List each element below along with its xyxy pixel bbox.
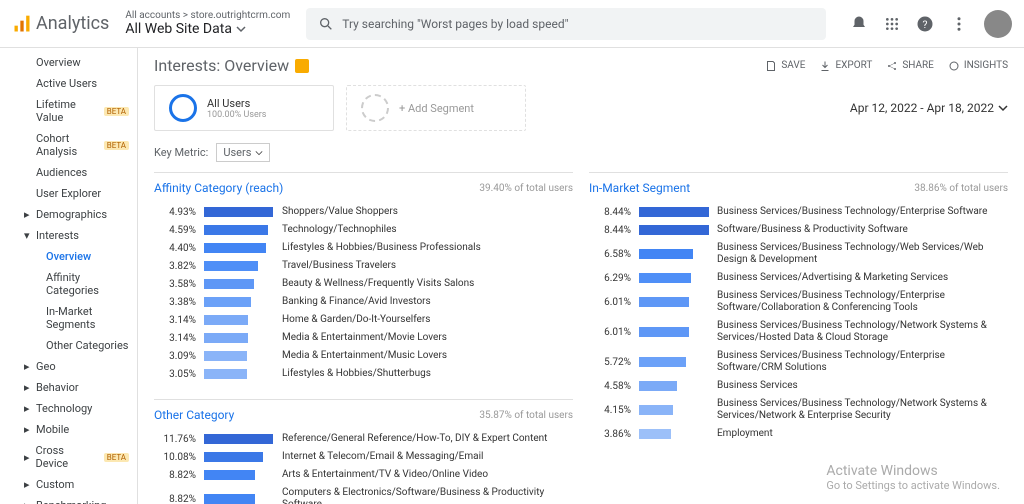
add-segment-circle-icon bbox=[361, 94, 389, 122]
data-row[interactable]: 6.01%Business Services/Business Technolo… bbox=[589, 317, 1008, 347]
sidebar-item[interactable]: Audiences bbox=[0, 162, 137, 183]
insights-button[interactable]: INSIGHTS bbox=[948, 60, 1008, 72]
product-name: Analytics bbox=[36, 13, 109, 34]
data-row[interactable]: 6.58%Business Services/Business Technolo… bbox=[589, 239, 1008, 269]
share-icon bbox=[886, 60, 898, 72]
export-button[interactable]: EXPORT bbox=[819, 60, 872, 72]
data-row[interactable]: 11.76%Reference/General Reference/How-To… bbox=[154, 430, 573, 448]
segment-all-users[interactable]: All Users100.00% Users bbox=[154, 85, 334, 131]
search-placeholder: Try searching "Worst pages by load speed… bbox=[342, 17, 568, 31]
chevron-down-icon bbox=[998, 103, 1008, 113]
key-metric-select[interactable]: Users bbox=[216, 143, 270, 162]
sidebar-item[interactable]: Overview bbox=[0, 52, 137, 73]
data-row[interactable]: 8.44%Business Services/Business Technolo… bbox=[589, 203, 1008, 221]
page-title: Interests: Overview bbox=[154, 56, 309, 75]
data-row[interactable]: 6.29%Business Services/Advertising & Mar… bbox=[589, 269, 1008, 287]
sidebar-item[interactable]: Other Categories bbox=[0, 335, 137, 356]
data-row[interactable]: 8.82%Computers & Electronics/Software/Bu… bbox=[154, 484, 573, 504]
kebab-icon[interactable] bbox=[950, 15, 968, 33]
report-actions: SAVE EXPORT SHARE INSIGHTS bbox=[765, 60, 1008, 72]
sidebar-item[interactable]: ▸Custom bbox=[0, 474, 137, 495]
search-input[interactable]: Try searching "Worst pages by load speed… bbox=[306, 8, 826, 40]
data-row[interactable]: 4.40%Lifestyles & Hobbies/Business Profe… bbox=[154, 239, 573, 257]
add-segment-button[interactable]: + Add Segment bbox=[346, 85, 526, 131]
data-row[interactable]: 8.82%Arts & Entertainment/TV & Video/Onl… bbox=[154, 466, 573, 484]
account-picker[interactable]: All accounts > store.outrightcrm.com All… bbox=[125, 10, 290, 37]
insights-icon bbox=[948, 60, 960, 72]
bell-icon[interactable] bbox=[850, 15, 868, 33]
data-row[interactable]: 4.93%Shoppers/Value Shoppers bbox=[154, 203, 573, 221]
data-row[interactable]: 3.09%Media & Entertainment/Music Lovers bbox=[154, 347, 573, 365]
shield-icon bbox=[295, 59, 309, 73]
data-row[interactable]: 5.72%Business Services/Business Technolo… bbox=[589, 347, 1008, 377]
sidebar-item[interactable]: Lifetime ValueBETA bbox=[0, 94, 137, 128]
main-content: Interests: Overview SAVE EXPORT SHARE IN… bbox=[138, 48, 1024, 504]
inmarket-title[interactable]: In-Market Segment bbox=[589, 181, 690, 195]
sidebar-item[interactable]: In-Market Segments bbox=[0, 301, 137, 335]
key-metric-label: Key Metric: bbox=[154, 146, 208, 159]
sidebar-item[interactable]: ▸Benchmarking bbox=[0, 495, 137, 504]
data-row[interactable]: 3.82%Travel/Business Travelers bbox=[154, 257, 573, 275]
data-row[interactable]: 3.05%Lifestyles & Hobbies/Shutterbugs bbox=[154, 365, 573, 383]
data-row[interactable]: 4.15%Business Services/Business Technolo… bbox=[589, 395, 1008, 425]
data-row[interactable]: 3.58%Beauty & Wellness/Frequently Visits… bbox=[154, 275, 573, 293]
segment-circle-icon bbox=[169, 94, 197, 122]
search-icon bbox=[318, 16, 334, 32]
windows-watermark: Activate Windows Go to Settings to activ… bbox=[826, 463, 1000, 492]
chevron-down-icon bbox=[236, 24, 246, 34]
sidebar-item[interactable]: ▸Cross DeviceBETA bbox=[0, 440, 137, 474]
sidebar-item-interests[interactable]: ▾Interests bbox=[0, 225, 137, 246]
analytics-logo-icon bbox=[12, 14, 32, 34]
data-row[interactable]: 4.59%Technology/Technophiles bbox=[154, 221, 573, 239]
chevron-down-icon bbox=[255, 149, 263, 157]
sidebar-item[interactable]: ▸Mobile bbox=[0, 419, 137, 440]
sidebar-item[interactable]: Active Users bbox=[0, 73, 137, 94]
data-row[interactable]: 4.58%Business Services bbox=[589, 377, 1008, 395]
svg-text:?: ? bbox=[923, 17, 928, 30]
sidebar-item[interactable]: Affinity Categories bbox=[0, 267, 137, 301]
data-row[interactable]: 8.44%Software/Business & Productivity So… bbox=[589, 221, 1008, 239]
sidebar-item[interactable]: ▸Geo bbox=[0, 356, 137, 377]
sidebar-item[interactable]: User Explorer bbox=[0, 183, 137, 204]
header-actions: ? bbox=[850, 10, 1012, 38]
affinity-panel: Affinity Category (reach) 39.40% of total… bbox=[154, 172, 573, 383]
save-icon bbox=[765, 60, 777, 72]
view-name: All Web Site Data bbox=[125, 21, 290, 37]
sidebar-item-demographics[interactable]: ▸Demographics bbox=[0, 204, 137, 225]
other-panel: Other Category 35.87% of total users 11.7… bbox=[154, 399, 573, 504]
apps-icon[interactable] bbox=[884, 16, 900, 32]
sidebar-item[interactable]: ▸Behavior bbox=[0, 377, 137, 398]
analytics-logo[interactable]: Analytics bbox=[12, 13, 109, 34]
save-button[interactable]: SAVE bbox=[765, 60, 805, 72]
sidebar: OverviewActive UsersLifetime ValueBETACo… bbox=[0, 48, 138, 504]
data-row[interactable]: 3.38%Banking & Finance/Avid Investors bbox=[154, 293, 573, 311]
affinity-subtitle: 39.40% of total users bbox=[479, 183, 573, 194]
sidebar-item[interactable]: Cohort AnalysisBETA bbox=[0, 128, 137, 162]
app-header: Analytics All accounts > store.outrightc… bbox=[0, 0, 1024, 48]
export-icon bbox=[819, 60, 831, 72]
user-avatar[interactable] bbox=[984, 10, 1012, 38]
inmarket-panel: In-Market Segment 38.86% of total users 8… bbox=[589, 172, 1008, 443]
affinity-title[interactable]: Affinity Category (reach) bbox=[154, 181, 283, 195]
data-row[interactable]: 10.08%Internet & Telecom/Email & Messagi… bbox=[154, 448, 573, 466]
inmarket-subtitle: 38.86% of total users bbox=[914, 183, 1008, 194]
other-subtitle: 35.87% of total users bbox=[479, 410, 573, 421]
sidebar-item[interactable]: ▸Technology bbox=[0, 398, 137, 419]
help-icon[interactable]: ? bbox=[916, 15, 934, 33]
share-button[interactable]: SHARE bbox=[886, 60, 934, 72]
data-row[interactable]: 3.86%Employment bbox=[589, 425, 1008, 443]
sidebar-item[interactable]: Overview bbox=[0, 246, 137, 267]
data-row[interactable]: 3.14%Home & Garden/Do-It-Yourselfers bbox=[154, 311, 573, 329]
data-row[interactable]: 6.01%Business Services/Business Technolo… bbox=[589, 287, 1008, 317]
other-title[interactable]: Other Category bbox=[154, 408, 234, 422]
date-range-picker[interactable]: Apr 12, 2022 - Apr 18, 2022 bbox=[850, 101, 1008, 115]
data-row[interactable]: 3.14%Media & Entertainment/Movie Lovers bbox=[154, 329, 573, 347]
account-path: All accounts > store.outrightcrm.com bbox=[125, 10, 290, 21]
